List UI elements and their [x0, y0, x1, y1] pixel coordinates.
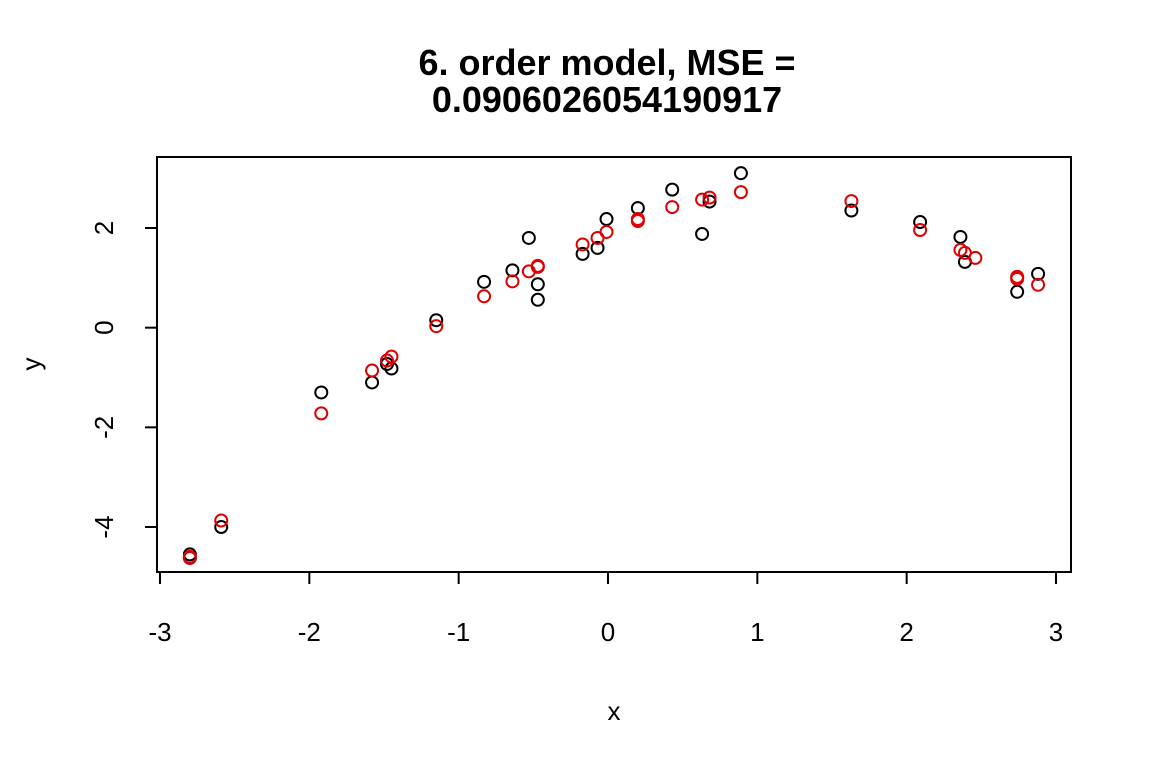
data-point	[733, 166, 748, 181]
y-tick-label: 2	[89, 221, 119, 235]
data-point	[953, 229, 968, 244]
plot-frame	[156, 156, 1072, 573]
data-point	[599, 224, 614, 239]
data-point	[505, 274, 520, 289]
y-axis-label: y	[16, 358, 46, 371]
y-tick-label: 0	[89, 320, 119, 334]
data-point	[384, 349, 399, 364]
data-point	[913, 215, 928, 230]
data-point	[590, 240, 605, 255]
data-point	[1010, 269, 1025, 284]
x-tick-label: 3	[1049, 617, 1063, 647]
data-point	[365, 375, 380, 390]
data-point	[379, 353, 394, 368]
data-point	[913, 222, 928, 237]
data-point	[575, 246, 590, 261]
y-axis: -4 -2 0 2	[89, 221, 158, 539]
data-point	[1010, 284, 1025, 299]
data-point	[968, 250, 983, 265]
data-point	[695, 226, 710, 241]
x-axis-label: x	[608, 696, 621, 726]
data-point	[530, 258, 545, 273]
data-point	[365, 363, 380, 378]
data-point	[477, 274, 492, 289]
data-point	[214, 520, 229, 534]
y-tick-label: -4	[89, 515, 119, 538]
x-tick-label: -1	[447, 617, 470, 647]
data-point	[695, 192, 710, 207]
chart-subtitle: 0.0906026054190917	[432, 79, 782, 120]
data-point	[630, 212, 645, 227]
data-point	[521, 230, 536, 245]
chart-title: 6. order model, MSE =	[418, 42, 795, 83]
data-point	[314, 385, 329, 400]
x-tick-label: -3	[148, 617, 171, 647]
x-tick-label: -2	[298, 617, 321, 647]
data-point	[665, 182, 680, 197]
x-tick-label: 0	[601, 617, 615, 647]
data-point	[1031, 277, 1046, 292]
data-point	[530, 277, 545, 292]
data-point	[429, 313, 444, 328]
data-point	[182, 550, 197, 565]
x-tick-label: 2	[899, 617, 913, 647]
data-point	[844, 194, 859, 209]
data-point	[702, 194, 717, 209]
y-tick-label: -2	[89, 416, 119, 439]
data-point	[665, 200, 680, 215]
x-tick-label: 1	[750, 617, 764, 647]
data-point	[214, 513, 229, 528]
series-2	[182, 185, 1046, 565]
data-point	[844, 203, 859, 218]
data-point	[530, 292, 545, 307]
data-point	[505, 263, 520, 278]
data-point	[702, 190, 717, 205]
data-point	[429, 319, 444, 334]
data-point	[599, 212, 614, 227]
data-point	[477, 289, 492, 304]
x-axis: -3 -2 -1 0 1 2 3	[148, 571, 1063, 647]
data-point	[1031, 266, 1046, 281]
data-point	[733, 185, 748, 200]
data-points	[182, 166, 1046, 565]
data-point	[575, 237, 590, 252]
data-point	[314, 406, 329, 421]
